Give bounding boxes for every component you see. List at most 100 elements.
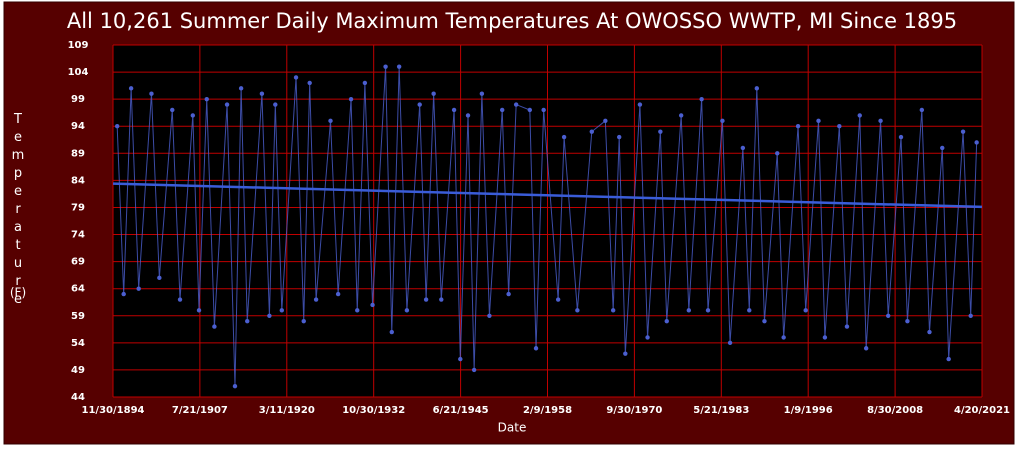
data-point — [699, 96, 704, 102]
trend-line — [112, 182, 983, 209]
data-point — [431, 91, 436, 96]
data-point — [348, 96, 354, 102]
data-point — [471, 367, 477, 373]
data-point — [301, 318, 306, 324]
x-tick-label: 11/30/1894 — [82, 405, 145, 416]
data-point — [837, 124, 842, 129]
x-tick-label: 1/9/1996 — [784, 405, 833, 416]
y-tick-label: 79 — [71, 202, 85, 213]
data-point — [623, 351, 628, 356]
y-tick-label: 59 — [71, 311, 85, 322]
data-point — [157, 275, 162, 281]
data-point — [232, 383, 238, 389]
data-point — [224, 102, 230, 107]
data-point — [506, 291, 511, 297]
x-tick-label: 7/21/1907 — [172, 405, 228, 416]
data-point — [541, 107, 546, 113]
data-point — [527, 107, 533, 113]
data-point — [245, 318, 250, 324]
data-point — [370, 302, 375, 308]
data-point — [267, 313, 272, 318]
y-tick-label: 44 — [71, 392, 85, 403]
data-point — [603, 118, 608, 124]
data-point — [946, 356, 951, 362]
data-point — [863, 346, 869, 351]
data-point — [822, 335, 828, 340]
data-point — [705, 308, 711, 313]
data-point — [417, 102, 422, 107]
y-tick-label: 84 — [71, 175, 85, 186]
y-tick-label: 64 — [71, 284, 85, 295]
data-point — [589, 129, 594, 134]
data-point — [974, 140, 979, 145]
data-point — [149, 91, 154, 96]
chart-title: All 10,261 Summer Daily Maximum Temperat… — [67, 9, 957, 33]
data-point — [645, 335, 650, 340]
data-point — [439, 297, 444, 302]
data-point — [465, 113, 471, 118]
data-point — [136, 286, 141, 291]
data-point — [658, 129, 663, 134]
x-tick-label: 10/30/1932 — [342, 405, 405, 416]
y-tick-label: 89 — [71, 148, 85, 159]
data-point — [500, 107, 505, 113]
data-point — [610, 308, 616, 313]
data-point — [458, 356, 463, 362]
data-point — [727, 340, 733, 346]
data-point — [940, 145, 945, 151]
data-point — [423, 297, 429, 302]
data-point — [885, 313, 891, 318]
x-tick-label: 4/20/2021 — [954, 405, 1010, 416]
data-point — [664, 318, 669, 324]
y-tick-label: 99 — [71, 94, 85, 105]
y-tick-label: 69 — [71, 257, 85, 268]
data-point — [960, 129, 966, 134]
data-point — [479, 91, 485, 96]
y-tick-label: 104 — [68, 67, 89, 78]
x-tick-label: 8/30/2008 — [867, 405, 923, 416]
data-point — [383, 64, 388, 69]
data-point — [389, 329, 394, 335]
data-point — [617, 134, 622, 140]
data-point — [313, 297, 319, 302]
data-point — [575, 308, 580, 313]
data-point — [121, 291, 126, 297]
data-point — [177, 297, 183, 302]
data-point — [259, 91, 265, 96]
data-point — [404, 308, 410, 313]
data-point — [487, 313, 492, 318]
data-point — [307, 80, 312, 86]
y-tick-label: 54 — [71, 338, 85, 349]
data-point — [795, 124, 801, 129]
data-point — [844, 324, 850, 329]
y-tick-label: 94 — [71, 121, 85, 132]
data-point — [513, 102, 519, 107]
data-point — [968, 313, 973, 318]
data-point — [816, 118, 821, 124]
data-point — [878, 118, 883, 124]
data-point — [114, 124, 120, 129]
data-point — [328, 118, 333, 124]
y-tick-label: 109 — [68, 40, 89, 51]
data-point — [170, 107, 175, 113]
data-point — [740, 145, 746, 151]
data-point — [555, 297, 561, 302]
y-tick-label: 74 — [71, 230, 85, 241]
data-point — [905, 318, 910, 324]
data-point — [686, 308, 692, 313]
data-point — [857, 113, 862, 118]
x-axis-label: Date — [498, 421, 527, 435]
x-tick-label: 5/21/1983 — [693, 405, 749, 416]
data-point — [212, 324, 217, 329]
data-point — [273, 102, 278, 107]
x-tick-label: 3/11/1920 — [259, 405, 315, 416]
data-point — [919, 107, 925, 113]
data-point — [775, 151, 780, 156]
data-point — [747, 308, 752, 313]
data-point — [204, 96, 209, 102]
x-tick-label: 9/30/1970 — [606, 405, 662, 416]
y-axis-unit: (F) — [10, 286, 26, 300]
data-point — [238, 86, 244, 91]
data-point — [196, 308, 202, 313]
